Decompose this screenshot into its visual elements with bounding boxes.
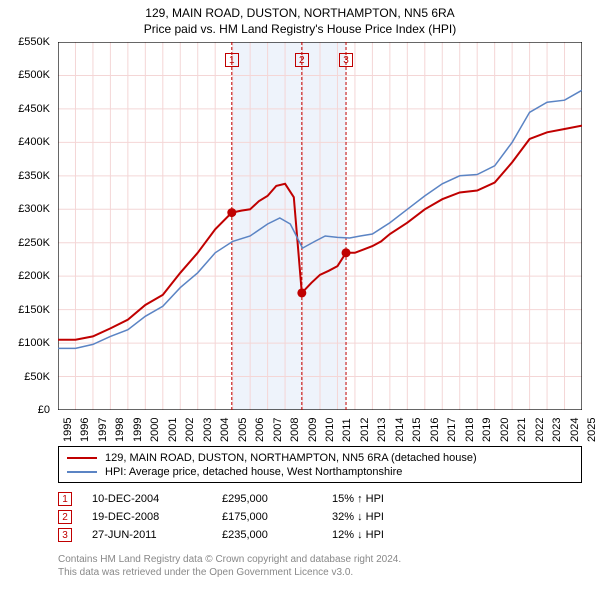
y-axis-label: £250K	[0, 237, 50, 249]
x-axis-label: 2015	[411, 418, 423, 442]
x-axis-label: 2004	[219, 418, 231, 442]
event-date: 10-DEC-2004	[92, 493, 222, 505]
price-chart	[58, 42, 582, 410]
x-axis-label: 1997	[97, 418, 109, 442]
x-axis-label: 2012	[359, 418, 371, 442]
x-axis-label: 2025	[586, 418, 598, 442]
x-axis-label: 2024	[569, 418, 581, 442]
event-marker: 1	[58, 492, 72, 506]
y-axis-label: £350K	[0, 170, 50, 182]
chart-subtitle: Price paid vs. HM Land Registry's House …	[0, 22, 600, 36]
event-price: £295,000	[222, 493, 332, 505]
y-axis-label: £450K	[0, 103, 50, 115]
event-price: £175,000	[222, 511, 332, 523]
x-axis-label: 2005	[237, 418, 249, 442]
legend-swatch	[67, 471, 97, 473]
x-axis-label: 2001	[167, 418, 179, 442]
event-delta: 12% ↓ HPI	[332, 529, 442, 541]
legend-swatch	[67, 457, 97, 459]
x-axis-label: 1999	[132, 418, 144, 442]
sale-event-row: 3 27-JUN-2011£235,00012% ↓ HPI	[58, 526, 582, 544]
sale-event-row: 2 19-DEC-2008£175,00032% ↓ HPI	[58, 508, 582, 526]
x-axis-label: 1996	[79, 418, 91, 442]
sale-marker-3: 3	[339, 53, 353, 67]
sales-events: 1 10-DEC-2004£295,00015% ↑ HPI 2 19-DEC-200…	[58, 490, 582, 544]
y-axis-label: £150K	[0, 304, 50, 316]
x-axis-label: 2021	[516, 418, 528, 442]
y-axis-label: £300K	[0, 203, 50, 215]
event-date: 27-JUN-2011	[92, 529, 222, 541]
sale-marker-2: 2	[295, 53, 309, 67]
y-axis-label: £200K	[0, 270, 50, 282]
event-marker: 2	[58, 510, 72, 524]
x-axis-label: 2006	[254, 418, 266, 442]
sale-marker-1: 1	[225, 53, 239, 67]
footnote-line-2: This data was retrieved under the Open G…	[58, 567, 582, 580]
x-axis-label: 2022	[534, 418, 546, 442]
footnote-line-1: Contains HM Land Registry data © Crown c…	[58, 554, 582, 567]
legend-label: HPI: Average price, detached house, West…	[105, 466, 402, 478]
legend-item: HPI: Average price, detached house, West…	[67, 465, 573, 479]
event-delta: 15% ↑ HPI	[332, 493, 442, 505]
y-axis-label: £550K	[0, 36, 50, 48]
x-axis-label: 2019	[481, 418, 493, 442]
chart-svg	[58, 42, 582, 410]
legend: 129, MAIN ROAD, DUSTON, NORTHAMPTON, NN5…	[58, 446, 582, 483]
x-axis-label: 2009	[307, 418, 319, 442]
y-axis-label: £100K	[0, 337, 50, 349]
event-price: £235,000	[222, 529, 332, 541]
legend-item: 129, MAIN ROAD, DUSTON, NORTHAMPTON, NN5…	[67, 451, 573, 465]
x-axis-label: 2000	[149, 418, 161, 442]
x-axis-label: 2014	[394, 418, 406, 442]
x-axis-label: 2013	[376, 418, 388, 442]
y-axis-label: £50K	[0, 371, 50, 383]
x-axis-label: 2018	[464, 418, 476, 442]
event-delta: 32% ↓ HPI	[332, 511, 442, 523]
x-axis-label: 2003	[202, 418, 214, 442]
y-axis-label: £500K	[0, 69, 50, 81]
sale-event-row: 1 10-DEC-2004£295,00015% ↑ HPI	[58, 490, 582, 508]
x-axis-label: 2010	[324, 418, 336, 442]
x-axis-label: 2017	[446, 418, 458, 442]
x-axis-label: 1995	[62, 418, 74, 442]
x-axis-label: 1998	[114, 418, 126, 442]
chart-title: 129, MAIN ROAD, DUSTON, NORTHAMPTON, NN5…	[0, 6, 600, 20]
x-axis-label: 2011	[341, 418, 353, 442]
event-marker: 3	[58, 528, 72, 542]
y-axis-label: £0	[0, 404, 50, 416]
event-date: 19-DEC-2008	[92, 511, 222, 523]
footnote: Contains HM Land Registry data © Crown c…	[58, 554, 582, 579]
x-axis-label: 2007	[272, 418, 284, 442]
x-axis-label: 2020	[499, 418, 511, 442]
x-axis-label: 2016	[429, 418, 441, 442]
x-axis-label: 2008	[289, 418, 301, 442]
x-axis-label: 2002	[184, 418, 196, 442]
x-axis-label: 2023	[551, 418, 563, 442]
legend-label: 129, MAIN ROAD, DUSTON, NORTHAMPTON, NN5…	[105, 452, 477, 464]
y-axis-label: £400K	[0, 136, 50, 148]
